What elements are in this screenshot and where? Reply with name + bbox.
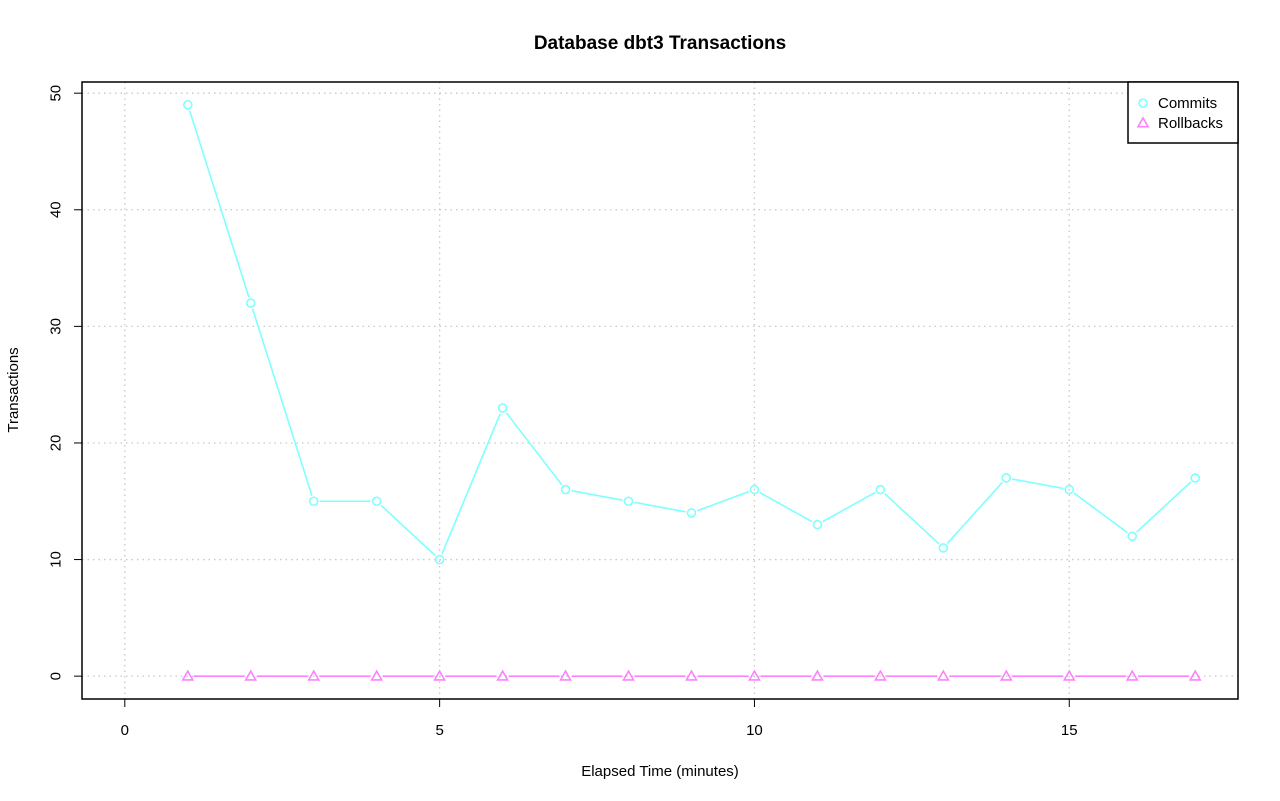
series-line-segment: [822, 491, 876, 523]
data-point: [623, 496, 634, 507]
data-point: [559, 669, 572, 681]
series-line-segment: [1012, 478, 1064, 490]
data-point: [497, 403, 508, 413]
series-line-segment: [946, 481, 1003, 544]
y-axis-label: Transactions: [5, 347, 22, 432]
series-line-segment: [759, 491, 813, 523]
y-tick-label: 10: [48, 551, 65, 568]
chart-title: Database dbt3 Transactions: [534, 33, 786, 54]
data-point: [999, 669, 1013, 681]
data-point: [181, 669, 195, 681]
data-point: [685, 669, 698, 681]
series-commits: [182, 100, 1200, 565]
data-point: [811, 669, 824, 681]
x-tick-label: 5: [435, 722, 443, 739]
series-line-segment: [505, 412, 563, 486]
legend-marker: [1138, 98, 1148, 108]
data-point: [1125, 669, 1139, 681]
data-point: [1190, 473, 1200, 483]
series-line-segment: [1073, 492, 1128, 534]
series-line-segment: [441, 413, 502, 555]
series-layer: [181, 100, 1202, 681]
data-point: [182, 100, 193, 110]
data-point: [1064, 484, 1075, 495]
data-point: [560, 484, 571, 495]
data-point: [370, 669, 384, 681]
data-point: [1062, 669, 1076, 681]
y-axis: 0 10 20 30 40 50: [48, 85, 82, 680]
series-line-segment: [188, 110, 250, 298]
y-tick-label: 50: [48, 85, 65, 102]
data-point: [812, 519, 823, 530]
legend-label: Commits: [1158, 95, 1217, 112]
x-axis-label: Elapsed Time (minutes): [581, 763, 739, 780]
y-tick-label: 20: [48, 435, 65, 452]
x-axis: 0 5 10 15: [121, 699, 1078, 739]
data-point: [434, 554, 445, 565]
grid-lines: [82, 82, 1238, 699]
data-point: [622, 669, 635, 681]
data-point: [371, 496, 382, 507]
series-line-segment: [251, 308, 313, 496]
series-line-segment: [696, 490, 750, 512]
data-point: [749, 484, 760, 495]
data-point: [686, 508, 697, 518]
data-point: [307, 669, 321, 681]
data-point: [1188, 669, 1202, 681]
data-point: [244, 669, 258, 681]
data-point: [245, 298, 256, 308]
series-line-segment: [884, 493, 940, 545]
data-point: [875, 484, 886, 495]
x-tick-label: 0: [121, 722, 129, 739]
series-line-segment: [1136, 481, 1192, 533]
y-tick-label: 30: [48, 318, 65, 335]
data-point: [936, 669, 950, 681]
legend-marker: [1136, 116, 1150, 128]
data-point: [1127, 531, 1138, 542]
series-line-segment: [634, 501, 686, 513]
x-tick-label: 10: [746, 722, 763, 739]
data-point: [496, 669, 509, 681]
data-point: [938, 543, 949, 553]
data-point: [1001, 473, 1012, 483]
y-tick-label: 0: [48, 672, 65, 680]
data-point: [433, 669, 447, 681]
series-line-segment: [380, 504, 436, 557]
x-tick-label: 15: [1061, 722, 1078, 739]
legend: Commits Rollbacks: [1127, 81, 1239, 144]
data-point: [308, 496, 319, 507]
data-point: [873, 669, 887, 681]
data-point: [748, 669, 761, 681]
y-tick-label: 40: [48, 201, 65, 218]
legend-box: [1127, 81, 1239, 144]
legend-label: Rollbacks: [1158, 115, 1223, 132]
series-rollbacks: [181, 669, 1202, 681]
series-line-segment: [571, 489, 623, 501]
plot-frame: [81, 81, 1239, 700]
